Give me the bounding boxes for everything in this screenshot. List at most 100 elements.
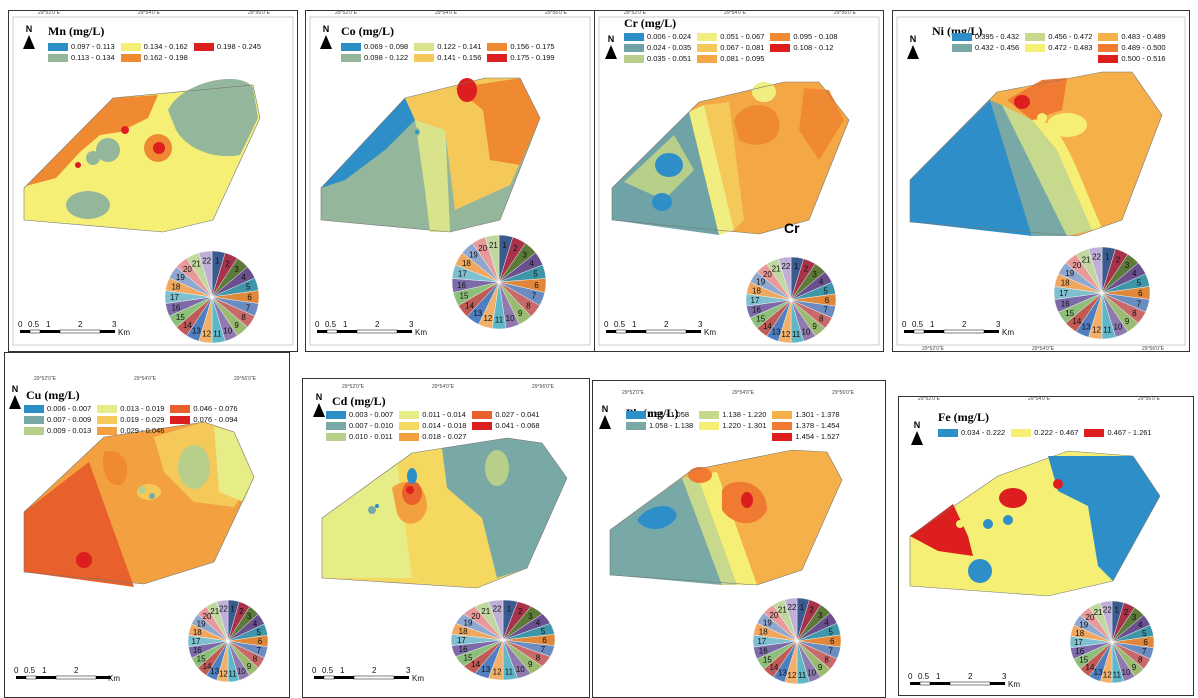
legend-item: 0.024 - 0.035 xyxy=(624,43,691,52)
legend-item: 0.081 - 0.095 xyxy=(697,54,764,63)
legend-label: 0.483 - 0.489 xyxy=(1121,32,1166,41)
scale-label: 1 xyxy=(936,672,941,681)
legend-swatch xyxy=(1011,428,1032,437)
top-coord: 29°52'0"E xyxy=(34,376,56,382)
legend-item: 0.108 - 0.12 xyxy=(770,43,837,52)
legend-swatch xyxy=(697,54,718,63)
pie-slice-label: 19 xyxy=(469,250,478,259)
legend-swatch xyxy=(772,421,793,430)
pie-slice-label: 8 xyxy=(819,315,824,324)
panel-title: Co (mg/L) xyxy=(341,24,394,38)
pie-slice-label: 19 xyxy=(1065,269,1074,278)
legend-swatch xyxy=(97,426,118,435)
legend-label: 0.122 - 0.141 xyxy=(437,42,482,51)
scale-label: 2 xyxy=(375,320,380,329)
legend-item: 0.222 - 0.467 xyxy=(1011,428,1078,437)
legend-swatch xyxy=(697,32,718,41)
pie-slice-label: 3 xyxy=(522,250,527,259)
legend-label: 1.220 - 1.301 xyxy=(722,421,767,430)
legend-label: 0.051 - 0.067 xyxy=(720,32,765,41)
legend-item: 0.019 - 0.029 xyxy=(97,415,164,424)
ni-study-area xyxy=(909,71,1163,237)
legend-swatch xyxy=(938,428,958,437)
pie-slice-label: 10 xyxy=(237,667,246,676)
pie-slice-label: 18 xyxy=(1075,629,1084,638)
legend-swatch xyxy=(626,421,646,430)
legend-item: 0.483 - 0.489 xyxy=(1098,32,1166,41)
pie-slice-label: 16 xyxy=(193,646,202,655)
legend-label: 0.141 - 0.156 xyxy=(437,53,482,62)
pie-slice-label: 7 xyxy=(541,645,546,654)
legend-item: 0.162 - 0.198 xyxy=(120,53,188,62)
pie-slice-label: 10 xyxy=(1113,322,1122,331)
legend-label: 0.097 - 0.113 xyxy=(71,42,115,51)
legend-swatch xyxy=(326,432,346,441)
pie-slice-label: 22 xyxy=(202,257,211,266)
pie-slice-label: 1 xyxy=(794,262,799,271)
pie-slice-label: 1 xyxy=(800,603,805,612)
pie-slice-label: 18 xyxy=(462,259,471,268)
legend-swatch xyxy=(24,426,44,435)
north-label: N xyxy=(909,34,917,44)
pie-slice-label: 4 xyxy=(536,619,541,628)
pie-slice-label: 21 xyxy=(1094,608,1103,617)
legend-swatch xyxy=(772,410,793,419)
pie-slice-label: 18 xyxy=(171,283,180,292)
co-study-area xyxy=(320,77,541,233)
legend-label: 0.472 - 0.483 xyxy=(1048,43,1093,52)
north-arrow-icon: N xyxy=(312,392,326,418)
pie-slice-label: 3 xyxy=(818,611,823,620)
legend-swatch xyxy=(626,410,646,419)
legend-swatch xyxy=(699,410,720,419)
pie-slice-label: 7 xyxy=(1142,647,1147,656)
pie-slice-label: 16 xyxy=(457,281,466,290)
scale-label: 0 xyxy=(14,666,19,675)
pie-slice-label: 12 xyxy=(1103,670,1112,679)
map-panel-cr: 1 2 3 4 5 6 7 8 9 10 11 12 13 14 15 16 17 18 19 20 21 22 Cr (… xyxy=(594,10,884,352)
legend-swatch xyxy=(1098,54,1119,63)
legend-item: 0.076 - 0.094 xyxy=(170,415,238,424)
pie-slice-label: 13 xyxy=(192,326,201,335)
pie-slice-label: 13 xyxy=(210,667,219,676)
legend-label: 0.095 - 0.108 xyxy=(793,32,838,41)
pie-slice-label: 11 xyxy=(505,668,514,677)
legend-label: 0.432 - 0.456 xyxy=(975,43,1020,52)
top-coord: 29°56'0"E xyxy=(248,10,270,16)
pie-slice-label: 1 xyxy=(215,257,220,266)
pie-slice-label: 20 xyxy=(478,244,487,253)
legend-swatch xyxy=(24,415,44,424)
pie-slice-label: 15 xyxy=(1065,309,1074,318)
pie-slice-label: 20 xyxy=(203,612,212,621)
legend-item: 0.007 - 0.009 xyxy=(24,415,91,424)
legend-label: 0.019 - 0.029 xyxy=(120,415,165,424)
pie-slice-label: 15 xyxy=(763,656,772,665)
scale-label: 3 xyxy=(698,320,703,329)
legend-item: 1.454 - 1.527 xyxy=(772,432,840,441)
legend-swatch xyxy=(399,432,420,441)
top-coord: 29°52'0"E xyxy=(335,10,357,16)
legend-label: 0.456 - 0.472 xyxy=(1048,32,1093,41)
pie-slice-label: 11 xyxy=(798,671,807,680)
pie-slice-label: 17 xyxy=(457,636,466,645)
legend-label: 0.027 - 0.041 xyxy=(495,410,540,419)
pie-slice-label: 1 xyxy=(502,241,507,250)
legend-swatch xyxy=(472,421,493,430)
top-coord: 29°56'0"E xyxy=(545,10,567,16)
legend-label: 0.98 - 1.058 xyxy=(649,410,690,419)
top-coord: 29°54'0"E xyxy=(1032,346,1054,352)
legend-item: 0.018 - 0.027 xyxy=(399,432,466,441)
legend: 0.006 - 0.024 0.051 - 0.067 0.095 - 0.108 0… xyxy=(624,32,838,63)
scale-bar xyxy=(910,681,1005,686)
pie-slice-label: 5 xyxy=(1137,279,1142,288)
scale-unit: Km xyxy=(1008,680,1020,689)
pie-slice-label: 18 xyxy=(1061,279,1070,288)
mn-study-area xyxy=(23,79,261,233)
pie-slice-label: 5 xyxy=(1142,629,1147,638)
cr-study-area xyxy=(611,81,850,235)
legend-swatch xyxy=(326,410,346,419)
legend-label: 0.175 - 0.199 xyxy=(510,53,555,62)
pie-slice-label: 2 xyxy=(239,607,244,616)
scale-label: 0.5 xyxy=(322,666,334,675)
pie-slice-label: 17 xyxy=(458,270,467,279)
